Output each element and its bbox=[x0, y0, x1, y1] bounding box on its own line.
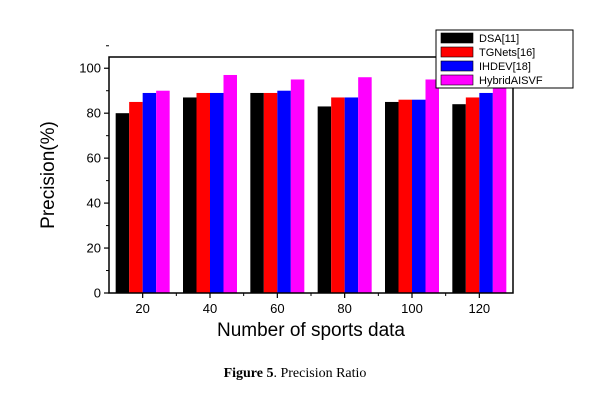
bar-20-4 bbox=[156, 90, 170, 294]
y-tick-label: 80 bbox=[87, 106, 101, 121]
legend-swatch-2 bbox=[440, 46, 474, 58]
x-tick-label: 100 bbox=[401, 301, 423, 316]
bar-60-1 bbox=[250, 92, 264, 294]
figure-caption: Figure 5. Precision Ratio bbox=[0, 366, 590, 382]
bar-120-1 bbox=[452, 104, 466, 293]
bar-20-1 bbox=[115, 113, 130, 293]
bar-80-4 bbox=[358, 77, 372, 293]
x-tick-label: 60 bbox=[270, 301, 284, 316]
bar-80-2 bbox=[331, 97, 345, 294]
y-tick-label: 100 bbox=[79, 61, 101, 76]
bar-20-3 bbox=[142, 92, 157, 294]
legend-label-1: DSA[11] bbox=[479, 33, 519, 45]
bar-60-2 bbox=[263, 92, 278, 294]
x-tick-label: 120 bbox=[468, 301, 490, 316]
x-tick-label: 40 bbox=[203, 301, 217, 316]
bar-40-1 bbox=[183, 97, 197, 294]
bar-60-4 bbox=[290, 79, 305, 293]
bars-layer bbox=[115, 72, 507, 294]
legend-label-4: HybridAISVF bbox=[479, 75, 543, 87]
legend-label-2: TGNets[16] bbox=[479, 47, 535, 59]
y-tick-label: 60 bbox=[87, 151, 101, 166]
x-tick-label: 80 bbox=[337, 301, 351, 316]
y-tick-label: 0 bbox=[94, 286, 101, 301]
y-tick-label: 20 bbox=[87, 241, 101, 256]
bar-120-2 bbox=[465, 97, 480, 294]
legend-label-3: IHDEV[18] bbox=[479, 61, 531, 73]
bar-100-3 bbox=[412, 99, 426, 293]
bar-20-2 bbox=[129, 101, 143, 293]
bar-100-4 bbox=[425, 79, 439, 293]
legend-swatch-3 bbox=[440, 60, 474, 72]
figure-caption-text: . Precision Ratio bbox=[273, 366, 367, 381]
x-axis-title: Number of sports data bbox=[217, 320, 405, 341]
legend-swatch-4 bbox=[440, 74, 474, 86]
bar-40-3 bbox=[210, 92, 224, 294]
legend: DSA[11] TGNets[16] IHDEV[18] HybridAISVF bbox=[435, 29, 574, 89]
x-tick-label: 20 bbox=[135, 301, 149, 316]
y-axis-title: Precision(%) bbox=[38, 121, 59, 229]
bar-100-1 bbox=[385, 101, 399, 293]
bar-120-4 bbox=[492, 72, 507, 293]
y-tick-label: 40 bbox=[87, 196, 101, 211]
bar-40-2 bbox=[196, 92, 210, 294]
bar-80-3 bbox=[344, 97, 359, 294]
bar-100-2 bbox=[398, 99, 412, 293]
legend-swatch-1 bbox=[440, 32, 474, 44]
precision-bar-chart: 0 20 40 60 80 100 20 40 60 80 100 120 Number of spor… bbox=[38, 29, 574, 341]
bar-120-3 bbox=[479, 92, 493, 294]
bar-40-4 bbox=[223, 74, 237, 293]
bar-80-1 bbox=[317, 106, 332, 293]
figure-label: Figure 5 bbox=[223, 366, 274, 381]
bar-60-3 bbox=[277, 90, 291, 294]
axes-layer: 0 20 40 60 80 100 20 40 60 80 100 120 Number of spor… bbox=[38, 45, 514, 341]
